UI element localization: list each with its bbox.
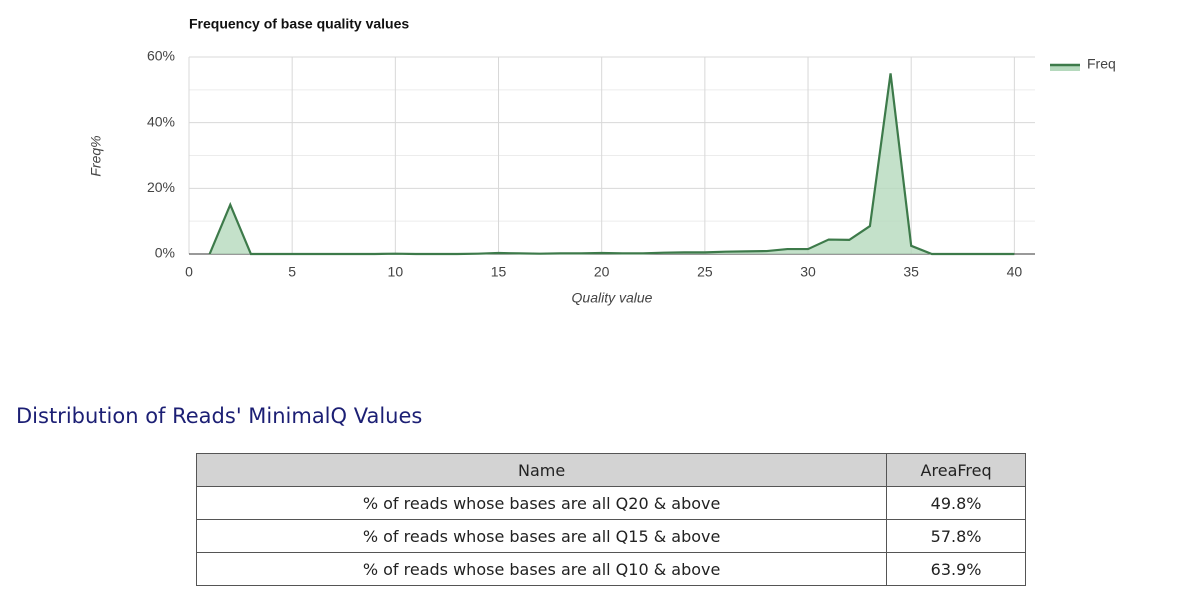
line [208,73,1015,256]
x-tick-label: 0 [185,264,193,280]
cell: % of reads whose bases are all Q15 & abo… [195,519,888,553]
cell: 63.9% [886,552,1026,586]
cell: 49.8% [886,486,1026,520]
x-tick-label: 25 [697,264,713,280]
header-cell: Name [195,453,888,487]
y-tick-label: 60% [147,48,175,64]
y-tick-label: 0% [155,245,175,261]
x-axis-title: Quality value [572,290,653,306]
y-axis-title: Freq% [88,135,104,176]
table-row: % of reads whose bases are all Q20 & abo… [195,486,1026,520]
x-tick-label: 35 [903,264,919,280]
chart: Frequency of base quality values Quality… [88,16,1116,306]
section-title: Distribution of Reads' MinimalQ Values [16,404,423,428]
table-header: Name AreaFreq [195,453,1026,487]
y-tick-label: 40% [147,113,175,129]
x-tick-label: 30 [800,264,816,280]
cell: % of reads whose bases are all Q10 & abo… [195,552,888,586]
x-tick-label: 5 [288,264,296,280]
x-tick-label: 20 [594,264,610,280]
table: Name AreaFreq % of reads whose bases are… [195,453,1026,586]
cell: 57.8% [886,519,1026,553]
x-tick-label: 40 [1007,264,1023,280]
x-tick-label: 15 [491,264,507,280]
cell: % of reads whose bases are all Q20 & abo… [195,486,888,520]
legend-label: Freq [1087,56,1116,72]
header-cell: AreaFreq [886,453,1026,487]
y-tick-label: 20% [147,179,175,195]
chart-title: Frequency of base quality values [189,16,409,32]
x-tick-label: 10 [388,264,404,280]
table-row: % of reads whose bases are all Q10 & abo… [195,552,1026,586]
table-row: % of reads whose bases are all Q15 & abo… [195,519,1026,553]
legend-swatch [1050,65,1080,71]
